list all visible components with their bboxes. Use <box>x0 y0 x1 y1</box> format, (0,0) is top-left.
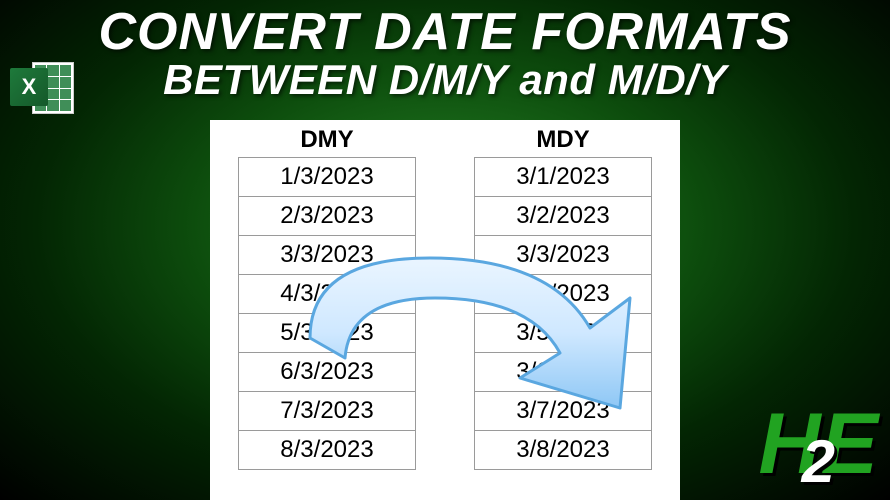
table-cell: 3/8/2023 <box>474 430 652 470</box>
table-cell: 7/3/2023 <box>238 391 416 431</box>
table-cell: 3/2/2023 <box>474 196 652 236</box>
column-mdy: MDY 3/1/2023 3/2/2023 3/3/2023 3/4/2023 … <box>474 126 652 470</box>
title-line1: CONVERT DATE FORMATS <box>0 6 890 58</box>
column-header-mdy: MDY <box>474 126 652 158</box>
table-cell: 3/3/2023 <box>474 235 652 275</box>
title-block: CONVERT DATE FORMATS BETWEEN D/M/Y and M… <box>0 6 890 102</box>
column-dmy: DMY 1/3/2023 2/3/2023 3/3/2023 4/3/2023 … <box>238 126 416 470</box>
spreadsheet-panel: DMY 1/3/2023 2/3/2023 3/3/2023 4/3/2023 … <box>210 120 680 500</box>
excel-x-badge: X <box>10 68 48 106</box>
table-cell: 3/3/2023 <box>238 235 416 275</box>
h2e-logo: HE 2 <box>759 395 878 494</box>
table-cell: 3/4/2023 <box>474 274 652 314</box>
column-header-dmy: DMY <box>238 126 416 158</box>
table-cell: 8/3/2023 <box>238 430 416 470</box>
excel-icon: X <box>10 58 74 122</box>
table-cell: 3/7/2023 <box>474 391 652 431</box>
table-cell: 1/3/2023 <box>238 157 416 197</box>
table-cell: 3/1/2023 <box>474 157 652 197</box>
table-cell: 2/3/2023 <box>238 196 416 236</box>
table-cell: 3/6/2023 <box>474 352 652 392</box>
table-cell: 3/5/2023 <box>474 313 652 353</box>
table-cell: 4/3/2023 <box>238 274 416 314</box>
title-line2: BETWEEN D/M/Y and M/D/Y <box>0 58 890 102</box>
table-cell: 5/3/2023 <box>238 313 416 353</box>
table-cell: 6/3/2023 <box>238 352 416 392</box>
h2e-digit-2: 2 <box>802 427 835 496</box>
